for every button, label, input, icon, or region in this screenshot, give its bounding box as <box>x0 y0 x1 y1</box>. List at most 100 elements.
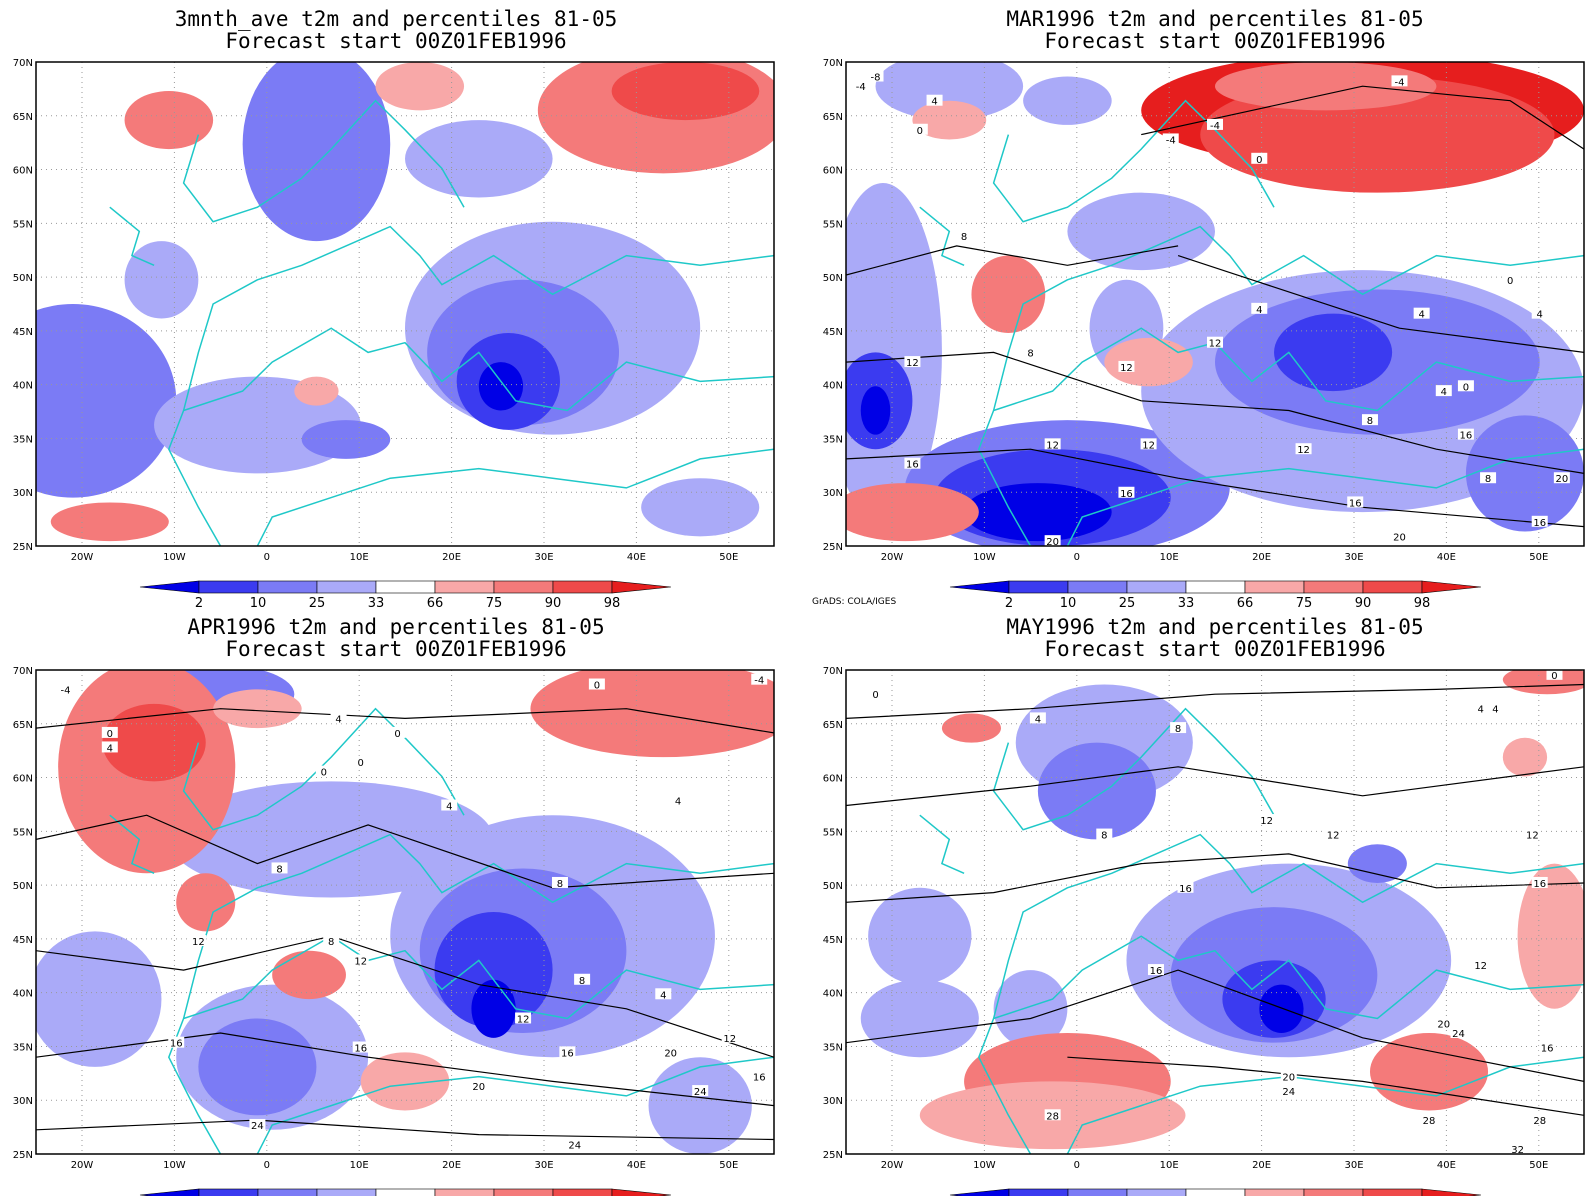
colorbar-segment <box>257 1188 318 1196</box>
contour-label: 0 <box>1507 276 1513 287</box>
temperature-contour <box>846 853 1584 903</box>
lat-tick-label: 55N <box>13 827 33 838</box>
percentile-region <box>648 1057 752 1154</box>
contour-label-bg <box>559 1046 576 1058</box>
percentile-region <box>1274 313 1393 392</box>
contour-label-bg <box>1096 828 1113 840</box>
percentile-region <box>405 120 553 198</box>
map-area <box>36 62 774 546</box>
contour-label-bg <box>551 876 568 888</box>
lon-tick-label: 10E <box>1160 552 1179 563</box>
contour-label: 16 <box>1533 518 1546 529</box>
panel-title-line2: Forecast start 00Z01FEB1996 <box>1044 637 1385 661</box>
colorbar-segment <box>1008 580 1069 594</box>
lat-tick-label: 40N <box>13 989 33 1000</box>
contour-label: 12 <box>1297 445 1310 456</box>
contour-label-bg <box>1480 472 1497 484</box>
contour-label: 4 <box>660 990 666 1001</box>
percentile-region <box>846 483 979 542</box>
lon-tick-label: 0 <box>1074 552 1080 563</box>
contour-label-bg <box>271 862 288 874</box>
contour-label: 24 <box>1452 1029 1465 1040</box>
contour-label: 0 <box>321 768 327 779</box>
lat-tick-label: 55N <box>13 219 33 230</box>
contour-label: 8 <box>1101 831 1107 842</box>
lat-tick-label: 65N <box>13 112 33 123</box>
contour-label: 0 <box>594 681 600 692</box>
percentile-region <box>641 478 760 537</box>
lat-tick-label: 65N <box>823 720 843 731</box>
lat-tick-label: 40N <box>823 989 843 1000</box>
panel-title-line2: Forecast start 00Z01FEB1996 <box>1044 29 1385 53</box>
percentile-region <box>360 1052 450 1111</box>
percentile-region <box>1259 984 1304 1033</box>
percentile-region <box>124 241 199 319</box>
lat-tick-label: 50N <box>823 881 843 892</box>
lat-tick-label: 25N <box>13 1150 33 1161</box>
contour-label: 8 <box>276 864 282 875</box>
colorbar-segment <box>375 580 436 594</box>
contour-label: 28 <box>1423 1116 1436 1127</box>
contour-label-bg <box>1421 1114 1438 1126</box>
coastline <box>992 707 1275 831</box>
contour-label-bg <box>1539 1041 1556 1053</box>
percentile-region <box>1502 737 1548 777</box>
colorbar-segment <box>611 580 672 594</box>
colorbar-segment <box>1421 580 1482 594</box>
contour-label: 0 <box>107 729 113 740</box>
contour-label-bg <box>389 726 406 738</box>
lon-tick-label: 50E <box>1529 1160 1548 1171</box>
colorbar-label: 2 <box>195 596 203 611</box>
coastline <box>109 814 155 874</box>
contour-label-bg <box>315 765 332 777</box>
lon-tick-label: 20E <box>442 1160 461 1171</box>
lat-tick-label: 30N <box>13 488 33 499</box>
lon-tick-label: 20W <box>71 552 94 563</box>
temperature-contour <box>846 448 1584 528</box>
contour-label-bg <box>1553 472 1570 484</box>
lat-tick-label: 30N <box>13 1096 33 1107</box>
contour-label-bg <box>1044 1109 1061 1121</box>
contour-label: 16 <box>1349 498 1362 509</box>
contour-label-bg <box>1413 307 1430 319</box>
colorbar-label: 2 <box>1005 596 1013 611</box>
colorbar-segment <box>1244 580 1305 594</box>
coastline <box>256 1056 774 1154</box>
coastline <box>109 206 155 266</box>
percentile-region <box>860 979 979 1058</box>
contour-label: -4 <box>1395 77 1405 88</box>
lat-tick-label: 45N <box>13 935 33 946</box>
coastline <box>977 327 1584 546</box>
map-area: -4 0 4 4 0 0 0 4 4 8 8 12 12 8 8 12 16 16 16 20 20 24 24 12 16 4 2… <box>36 670 774 1154</box>
temperature-contour <box>846 969 1584 1082</box>
colorbar-segment <box>552 580 613 594</box>
lon-tick-label: 50E <box>719 1160 738 1171</box>
lat-tick-label: 30N <box>823 488 843 499</box>
temperature-contour <box>846 766 1584 807</box>
contour-label-bg <box>1251 152 1268 164</box>
contour-label: 16 <box>1179 884 1192 895</box>
lat-tick-label: 50N <box>13 273 33 284</box>
colorbar-label: 25 <box>309 596 326 611</box>
contour-label-bg <box>1531 307 1548 319</box>
contour-label: 20 <box>1282 1073 1295 1084</box>
contour-label-bg <box>1391 75 1408 87</box>
lon-tick-label: 40E <box>1437 1160 1456 1171</box>
lat-tick-label: 45N <box>13 327 33 338</box>
percentile-region <box>1369 1033 1489 1111</box>
lon-tick-label: 20W <box>71 1160 94 1171</box>
lon-tick-label: 10W <box>163 552 186 563</box>
lat-tick-label: 25N <box>823 1150 843 1161</box>
coastline <box>919 814 965 874</box>
lon-tick-label: 30E <box>1344 1160 1363 1171</box>
contour-label-bg <box>655 988 672 1000</box>
contour-label: 4 <box>1256 305 1262 316</box>
contour-label: 4 <box>446 802 452 813</box>
contour-label: 4 <box>335 714 341 725</box>
contour-label-bg <box>751 1070 768 1082</box>
colorbar-label: 98 <box>1414 596 1431 611</box>
contour-label: 4 <box>675 797 681 808</box>
contour-label: 8 <box>557 879 563 890</box>
